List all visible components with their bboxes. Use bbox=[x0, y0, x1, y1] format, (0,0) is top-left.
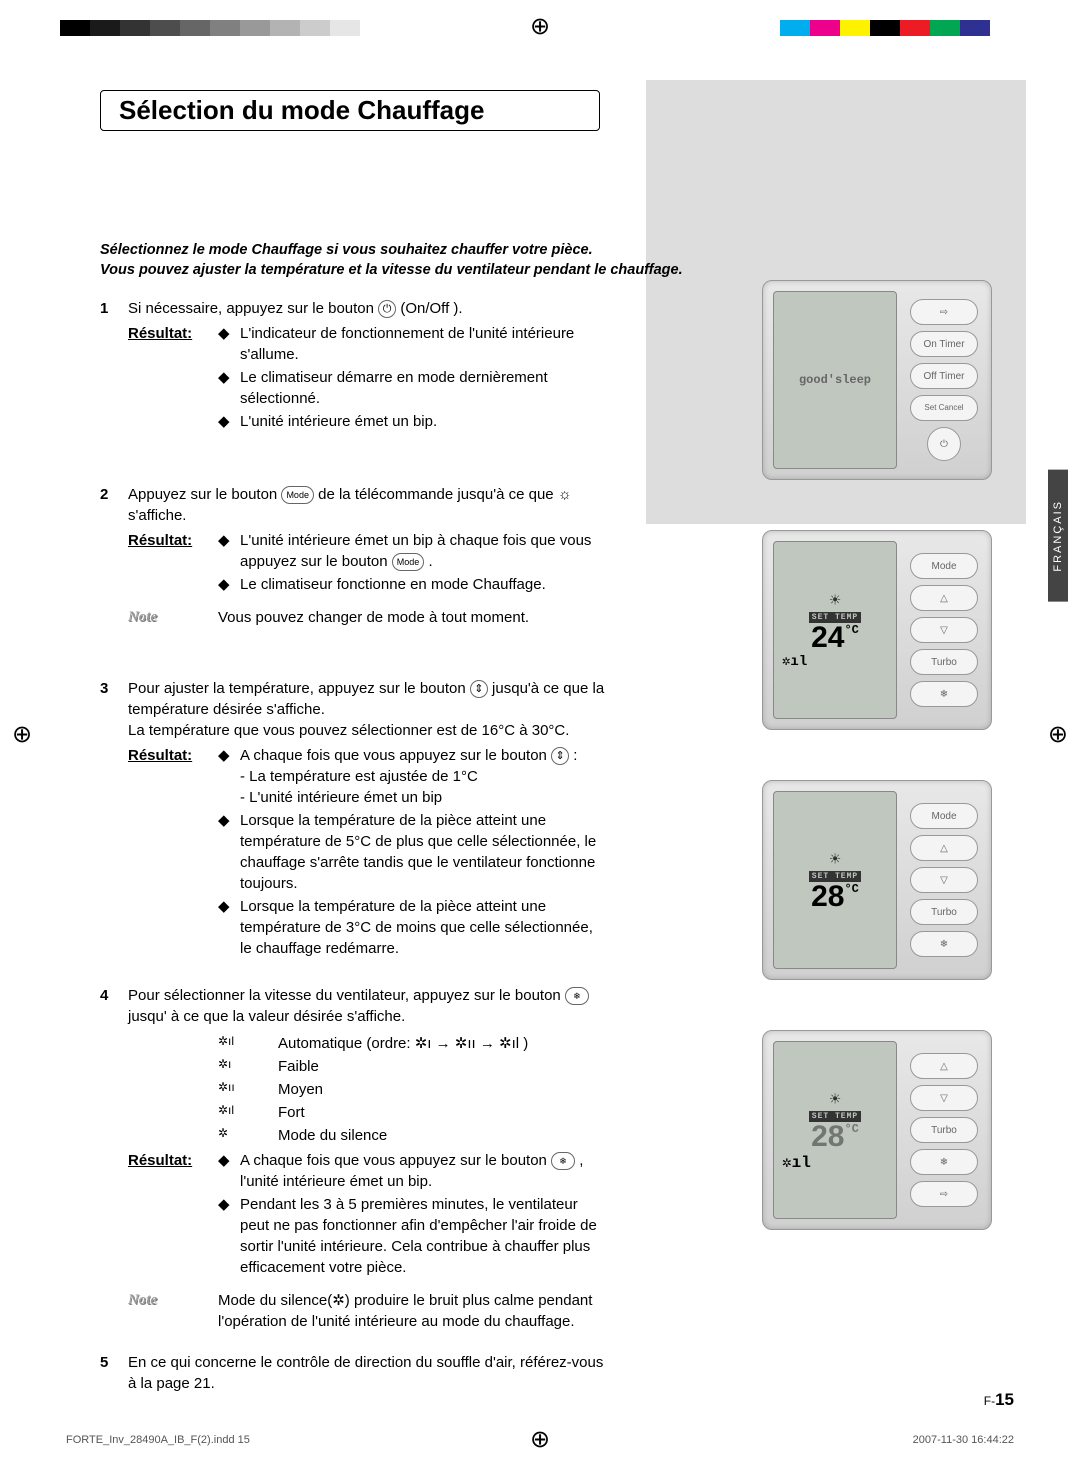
fan-speed-list: ✲ılAutomatique (ordre: ✲ı → ✲ıı → ✲ıl ) … bbox=[218, 1033, 608, 1146]
sun-icon: ☼ bbox=[558, 486, 572, 503]
fan-label: Faible bbox=[278, 1056, 319, 1077]
step-number: 1 bbox=[100, 298, 128, 434]
bullet-icon: ◆ bbox=[218, 810, 240, 894]
fan-icon: ✲ı bbox=[218, 1056, 278, 1077]
temp-range: La température que vous pouvez sélection… bbox=[128, 720, 608, 741]
note-label: Note bbox=[128, 1290, 218, 1332]
fan-button: ❄ bbox=[910, 1149, 978, 1175]
fan-icon: ✲ıl bbox=[218, 1102, 278, 1123]
temp-up-button: △ bbox=[910, 835, 978, 861]
step-text: Appuyez sur le bouton Mode de la télécom… bbox=[128, 484, 608, 526]
result-label: Résultat: bbox=[128, 530, 218, 597]
fan-button: ❄ bbox=[910, 681, 978, 707]
mode-button-icon: Mode bbox=[392, 553, 425, 571]
fan-button: ❄ bbox=[910, 931, 978, 957]
temp-adjust-icon: ⇕ bbox=[470, 680, 488, 698]
fan-icon: ✲ıl bbox=[218, 1033, 278, 1054]
remote-panel: good'sleep ⇨ On Timer Off Timer Set Canc… bbox=[762, 280, 992, 480]
turbo-button: Turbo bbox=[910, 899, 978, 925]
swing-button: ⇨ bbox=[910, 299, 978, 325]
fan-label: Automatique (ordre: ✲ı → ✲ıı → ✲ıl ) bbox=[278, 1033, 528, 1054]
result-item: Lorsque la température de la pièce attei… bbox=[240, 896, 608, 959]
fan-button-icon: ❄ bbox=[551, 1152, 575, 1170]
fan-label: Moyen bbox=[278, 1079, 323, 1100]
bullet-icon: ◆ bbox=[218, 1194, 240, 1278]
step-number: 5 bbox=[100, 1352, 128, 1394]
result-item: Lorsque la température de la pièce attei… bbox=[240, 810, 608, 894]
bullet-icon: ◆ bbox=[218, 896, 240, 959]
power-button: ⏻ bbox=[927, 427, 961, 461]
heading-frame: Sélection du mode Chauffage bbox=[100, 90, 778, 131]
result-label: Résultat: bbox=[128, 323, 218, 434]
off-timer-button: Off Timer bbox=[910, 363, 978, 389]
intro-line: Vous pouvez ajuster la température et la… bbox=[100, 262, 683, 278]
step-text: En ce qui concerne le contrôle de direct… bbox=[128, 1352, 608, 1394]
language-tab: FRANÇAIS bbox=[1048, 470, 1068, 602]
note-label: Note bbox=[128, 607, 218, 628]
intro-line: Sélectionnez le mode Chauffage si vous s… bbox=[100, 242, 593, 258]
step-number: 2 bbox=[100, 484, 128, 628]
step-text: Si nécessaire, appuyez sur le bouton ⏻ (… bbox=[128, 298, 608, 319]
remote-panel: ☀ SET TEMP 28°C ✲ıl △ ▽ Turbo ❄ ⇨ bbox=[762, 1030, 992, 1230]
step-text: Pour ajuster la température, appuyez sur… bbox=[128, 678, 608, 720]
result-label: Résultat: bbox=[128, 745, 218, 961]
remote-panel: ☀ SET TEMP 24°C ✲ıl Mode △ ▽ Turbo ❄ bbox=[762, 530, 992, 730]
mode-button-icon: Mode bbox=[281, 486, 314, 504]
sun-icon: ☀ bbox=[830, 849, 841, 871]
bullet-icon: ◆ bbox=[218, 530, 240, 572]
remote-lcd: ☀ SET TEMP 28°C ✲ıl bbox=[773, 1041, 897, 1219]
temp-down-button: ▽ bbox=[910, 867, 978, 893]
result-item: Pendant les 3 à 5 premières minutes, le … bbox=[240, 1194, 608, 1278]
result-item: L'unité intérieure émet un bip à chaque … bbox=[240, 530, 608, 572]
remote-lcd: ☀ SET TEMP 24°C ✲ıl bbox=[773, 541, 897, 719]
temp-up-button: △ bbox=[910, 1053, 978, 1079]
temp-adjust-icon: ⇕ bbox=[551, 747, 569, 765]
bullet-icon: ◆ bbox=[218, 745, 240, 808]
sun-icon: ☀ bbox=[830, 1089, 841, 1111]
note-text: Mode du silence(✲) produire le bruit plu… bbox=[218, 1290, 608, 1332]
bullet-icon: ◆ bbox=[218, 323, 240, 365]
remote-panel: ☀ SET TEMP 28°C Mode △ ▽ Turbo ❄ bbox=[762, 780, 992, 980]
fan-icon: ✲ bbox=[218, 1125, 278, 1146]
step-text: Pour sélectionner la vitesse du ventilat… bbox=[128, 985, 608, 1027]
on-timer-button: On Timer bbox=[910, 331, 978, 357]
mode-button: Mode bbox=[910, 803, 978, 829]
swing-button: ⇨ bbox=[910, 1181, 978, 1207]
result-item: L'indicateur de fonctionnement de l'unit… bbox=[240, 323, 608, 365]
remote-illustrations: good'sleep ⇨ On Timer Off Timer Set Canc… bbox=[762, 280, 992, 1280]
bullet-icon: ◆ bbox=[218, 367, 240, 409]
step-number: 3 bbox=[100, 678, 128, 961]
note-text: Vous pouvez changer de mode à tout momen… bbox=[218, 607, 529, 628]
step-number: 4 bbox=[100, 985, 128, 1332]
page-title: Sélection du mode Chauffage bbox=[119, 95, 599, 126]
fan-label: Mode du silence bbox=[278, 1125, 387, 1146]
temp-down-button: ▽ bbox=[910, 1085, 978, 1111]
bullet-icon: ◆ bbox=[218, 411, 240, 432]
sun-icon: ☀ bbox=[830, 590, 841, 612]
result-label: Résultat: bbox=[128, 1150, 218, 1280]
turbo-button: Turbo bbox=[910, 1117, 978, 1143]
result-item: L'unité intérieure émet un bip. bbox=[240, 411, 437, 432]
turbo-button: Turbo bbox=[910, 649, 978, 675]
mode-button: Mode bbox=[910, 553, 978, 579]
fan-label: Fort bbox=[278, 1102, 305, 1123]
result-item: Le climatiseur démarre en mode dernièrem… bbox=[240, 367, 608, 409]
bullet-icon: ◆ bbox=[218, 1150, 240, 1192]
set-cancel-button: Set Cancel bbox=[910, 395, 978, 421]
power-icon: ⏻ bbox=[378, 300, 396, 318]
result-item: A chaque fois que vous appuyez sur le bo… bbox=[240, 1150, 608, 1192]
step: 5 En ce qui concerne le contrôle de dire… bbox=[100, 1352, 1026, 1394]
intro-text: Sélectionnez le mode Chauffage si vous s… bbox=[100, 241, 1026, 280]
remote-lcd: ☀ SET TEMP 28°C bbox=[773, 791, 897, 969]
remote-lcd: good'sleep bbox=[773, 291, 897, 469]
result-item: Le climatiseur fonctionne en mode Chauff… bbox=[240, 574, 546, 595]
fan-icon: ✲ıı bbox=[218, 1079, 278, 1100]
result-item: A chaque fois que vous appuyez sur le bo… bbox=[240, 745, 577, 808]
fan-button-icon: ❄ bbox=[565, 987, 589, 1005]
temp-up-button: △ bbox=[910, 585, 978, 611]
temp-down-button: ▽ bbox=[910, 617, 978, 643]
bullet-icon: ◆ bbox=[218, 574, 240, 595]
